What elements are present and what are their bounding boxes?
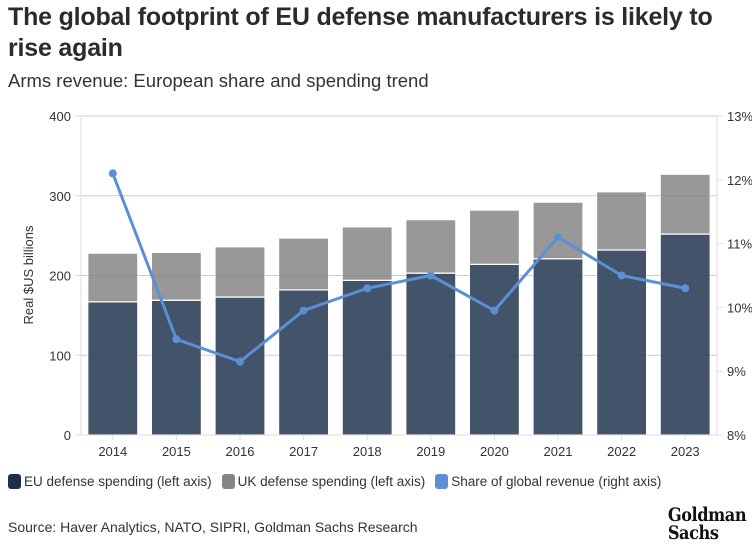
legend-label-share: Share of global revenue (right axis) xyxy=(451,474,662,489)
x-tick-label: 2014 xyxy=(98,444,127,459)
legend-item-share: Share of global revenue (right axis) xyxy=(435,474,661,489)
legend-item-eu: EU defense spending (left axis) xyxy=(8,474,212,489)
bar-eu-2018 xyxy=(341,279,393,436)
share-point-2020 xyxy=(490,306,499,315)
right-tick-label: 9% xyxy=(727,364,746,379)
legend: EU defense spending (left axis) UK defen… xyxy=(8,474,661,489)
logo-line-1: Goldman xyxy=(667,504,747,526)
legend-item-uk: UK defense spending (left axis) xyxy=(221,474,426,489)
x-tick-label: 2017 xyxy=(289,444,318,459)
left-tick-label: 300 xyxy=(49,189,71,204)
axes: 0 100 200 300 400 8% 9% 10% 11% 12% 13% 2014 2015 201… xyxy=(49,109,752,459)
share-line xyxy=(111,172,686,364)
right-tick-label: 12% xyxy=(727,173,752,188)
chart-title: The global footprint of EU defense manuf… xyxy=(8,3,713,62)
bar-uk-2018 xyxy=(341,226,393,281)
left-tick-label: 0 xyxy=(64,428,71,443)
bar-eu-2019 xyxy=(405,272,457,436)
share-point-2021 xyxy=(554,233,562,242)
bars xyxy=(81,115,717,436)
x-tick-label: 2020 xyxy=(480,444,509,459)
source-note: Source: Haver Analytics, NATO, SIPRI, Go… xyxy=(8,519,418,535)
legend-swatch-eu xyxy=(8,474,21,489)
logo-line-2: Sachs xyxy=(667,522,719,544)
share-point-2015 xyxy=(172,335,181,344)
share-line-group xyxy=(108,169,690,366)
share-point-2023 xyxy=(681,284,690,293)
bar-eu-2014 xyxy=(87,301,139,436)
share-point-2014 xyxy=(108,169,117,178)
bar-eu-2023 xyxy=(659,233,711,436)
bar-uk-2022 xyxy=(595,191,648,251)
right-tick-label: 11% xyxy=(727,237,752,252)
bar-uk-2021 xyxy=(532,201,584,260)
left-tick-label: 400 xyxy=(49,109,71,124)
x-tick-label: 2018 xyxy=(353,444,382,459)
bar-uk-2014 xyxy=(87,252,139,303)
left-tick-label: 200 xyxy=(49,269,71,284)
share-point-2019 xyxy=(426,271,435,280)
x-tick-label: 2023 xyxy=(671,444,700,459)
legend-label-uk: UK defense spending (left axis) xyxy=(237,474,426,489)
x-tick-label: 2022 xyxy=(607,444,636,459)
legend-swatch-uk xyxy=(221,474,235,489)
x-tick-label: 2016 xyxy=(226,444,255,459)
left-tick-label: 100 xyxy=(49,348,71,363)
share-point-2017 xyxy=(299,306,308,315)
bar-eu-2015 xyxy=(150,299,202,436)
share-point-2018 xyxy=(363,284,372,293)
goldman-sachs-logo: Goldman Sachs xyxy=(667,504,747,544)
chart-subtitle: Arms revenue: European share and spendin… xyxy=(8,70,429,91)
bar-uk-2017 xyxy=(278,237,330,291)
x-tick-label: 2015 xyxy=(162,444,191,459)
legend-label-eu: EU defense spending (left axis) xyxy=(24,474,212,489)
right-tick-label: 10% xyxy=(727,300,752,315)
share-point-2016 xyxy=(236,357,244,366)
bar-uk-2023 xyxy=(659,173,711,235)
bar-eu-2021 xyxy=(532,258,584,436)
legend-swatch-share xyxy=(435,474,449,489)
x-tick-label: 2019 xyxy=(416,444,445,459)
y-axis-label: Real $US billions xyxy=(21,225,36,324)
bar-uk-2016 xyxy=(214,246,266,298)
right-tick-label: 8% xyxy=(727,428,746,443)
bar-uk-2019 xyxy=(405,219,457,274)
bar-eu-2016 xyxy=(214,296,266,436)
bar-uk-2020 xyxy=(468,209,520,265)
share-point-2022 xyxy=(617,271,626,280)
right-tick-label: 13% xyxy=(727,109,752,124)
bar-eu-2022 xyxy=(595,249,648,436)
x-tick-label: 2021 xyxy=(544,444,573,459)
